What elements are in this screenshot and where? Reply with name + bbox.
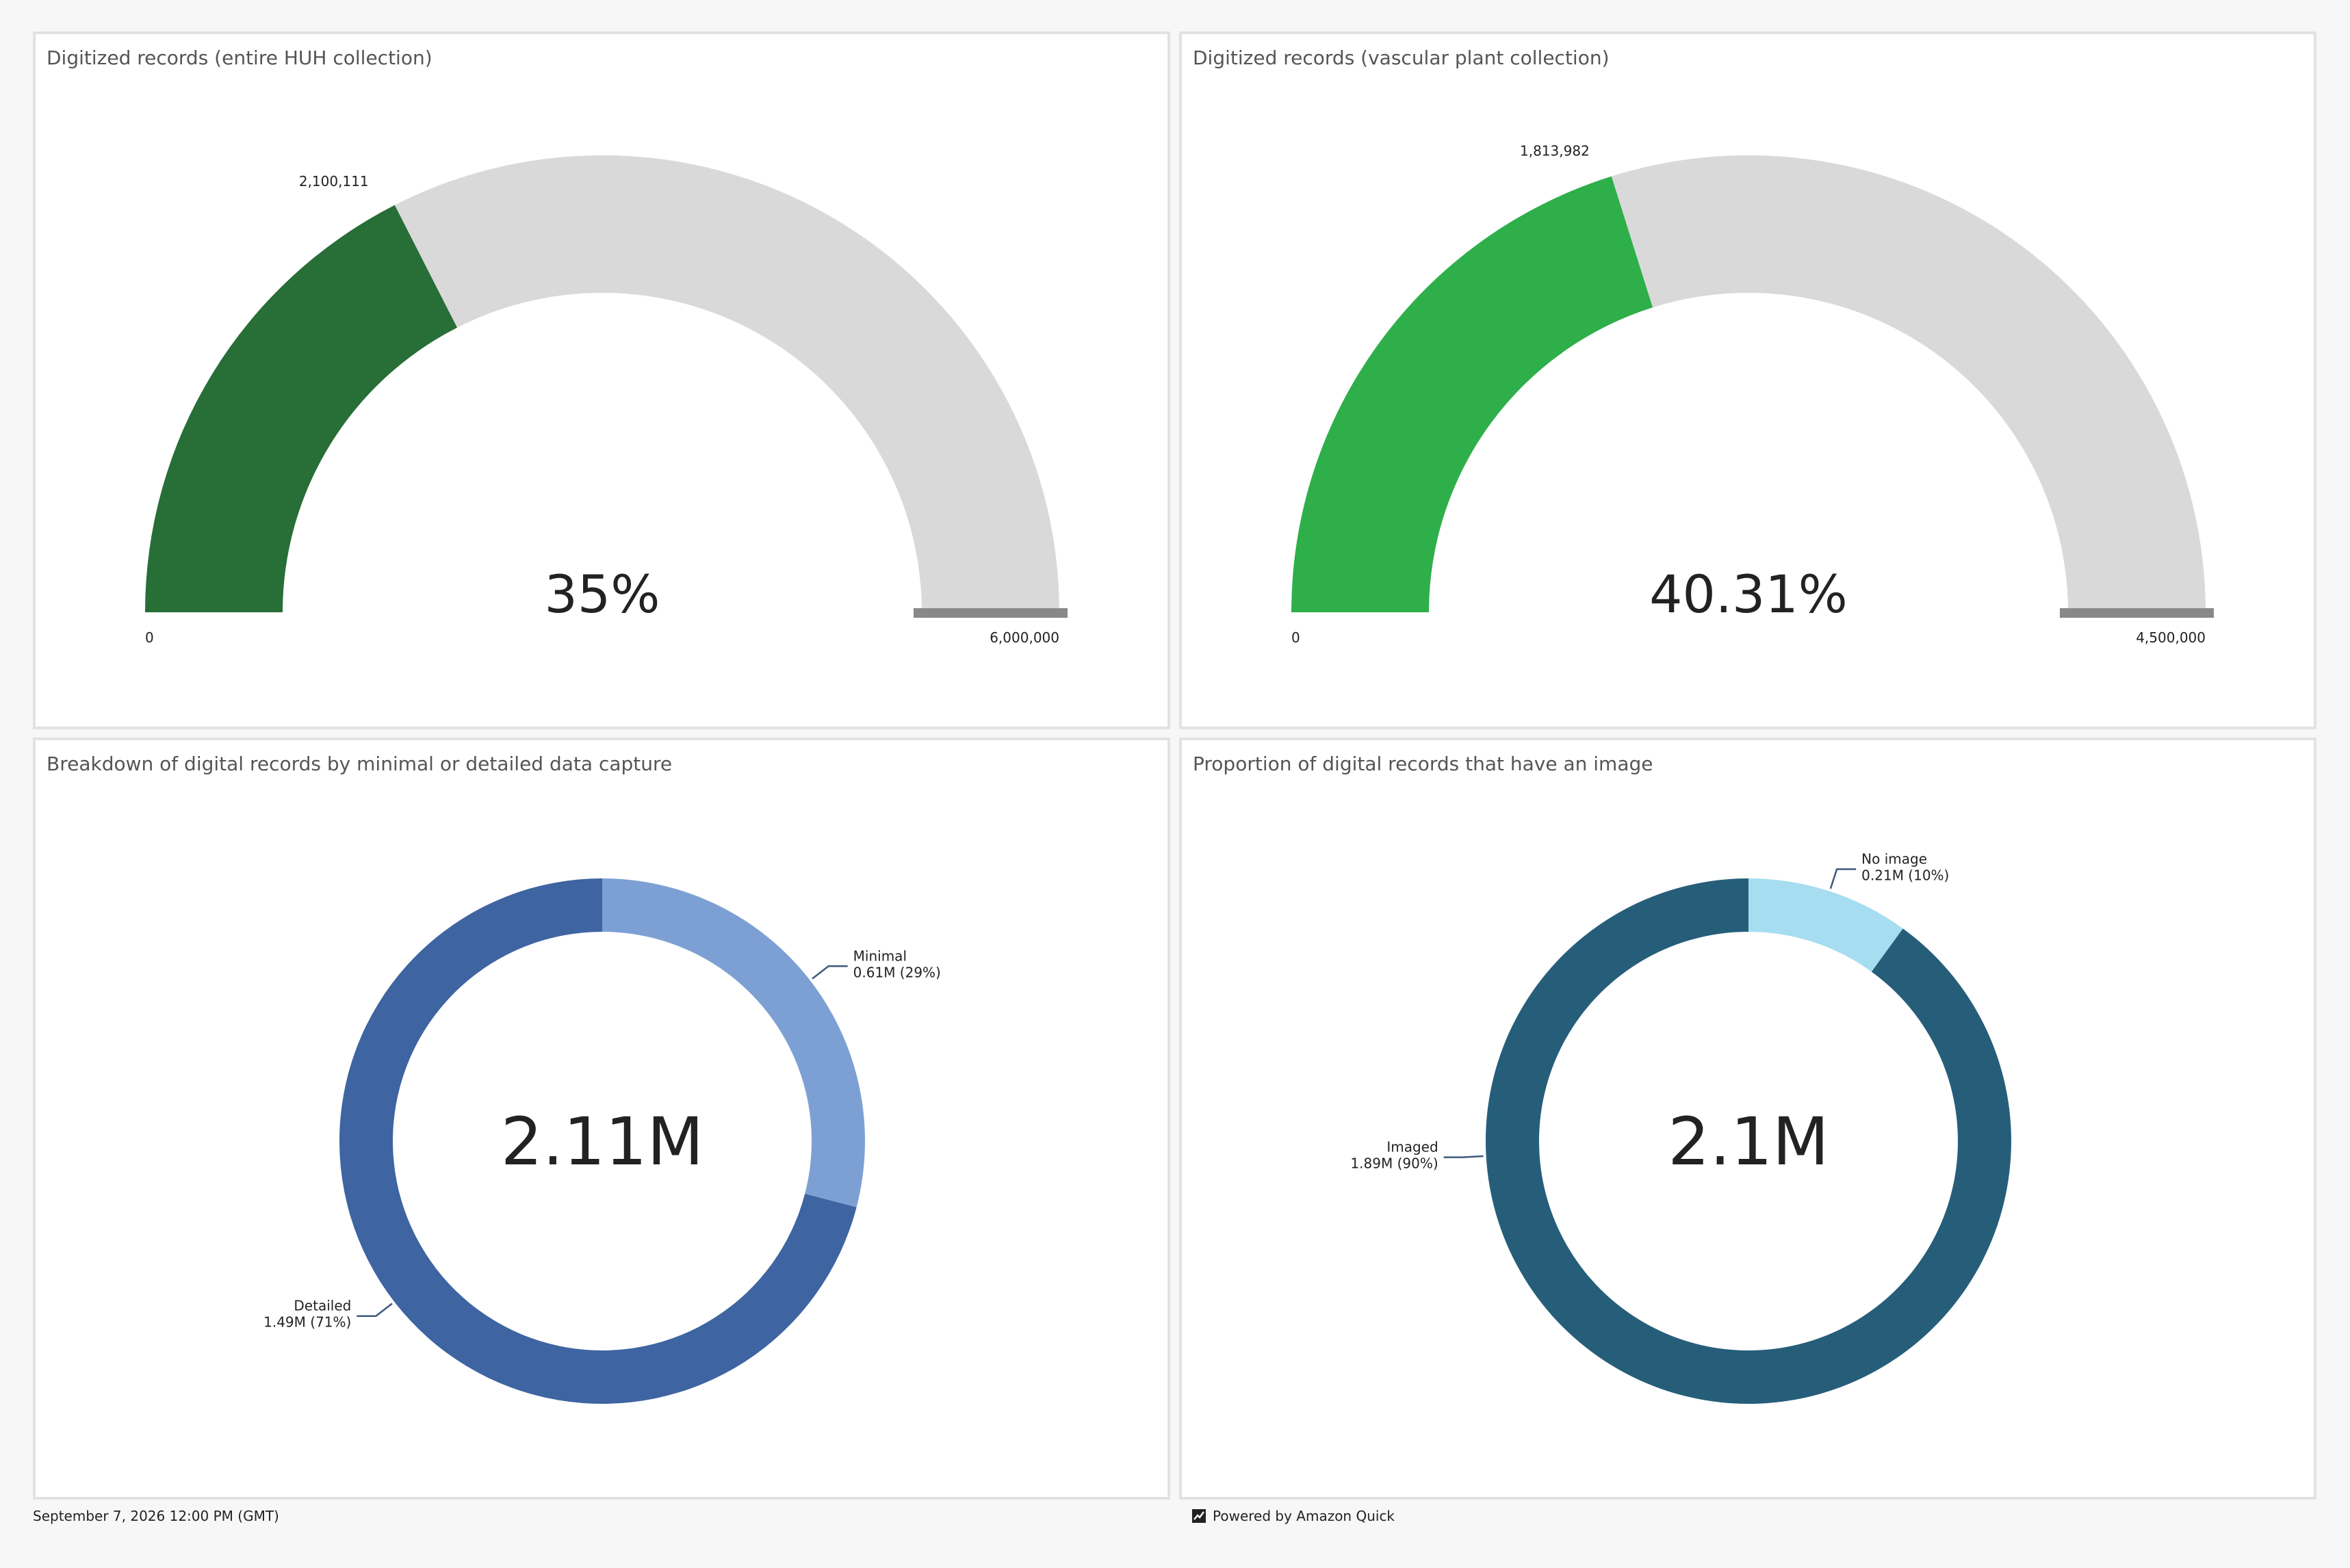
gauge-max-marker [914, 608, 1068, 618]
donut-center-value: 2.11M [501, 1103, 704, 1180]
panel-title: Digitized records (vascular plant collec… [1193, 47, 1610, 69]
gauge-value-label: 2,100,111 [299, 173, 369, 190]
donut-panel-capture: Breakdown of digital records by minimal … [33, 737, 1170, 1500]
donut-panel-image: Proportion of digital records that have … [1179, 737, 2316, 1500]
gauge-panel-vascular: Digitized records (vascular plant collec… [1179, 31, 2316, 729]
gauge-fill [145, 205, 458, 612]
donut-slice-name: No image [1861, 850, 1927, 867]
gauge-track [394, 155, 1059, 612]
donut-leader-line [812, 965, 848, 980]
donut-slice-value: 0.61M (29%) [853, 964, 941, 980]
footer-brand-label: Powered by Amazon Quick [1213, 1508, 1395, 1524]
panel-title: Breakdown of digital records by minimal … [47, 753, 673, 775]
gauge-center-value: 40.31% [1649, 564, 1848, 625]
gauge-chart-vascular: 1,813,982 0 4,500,000 40.31% [1291, 143, 2214, 646]
gauge-value-label: 1,813,982 [1520, 143, 1590, 159]
donut-leader-line [1829, 868, 1857, 889]
donut-leader-line [357, 1303, 393, 1317]
gauge-min-label: 0 [1291, 629, 1300, 646]
gauge-max-label: 6,000,000 [990, 629, 1059, 646]
gauge-center-value: 35% [545, 564, 660, 625]
panel-title: Proportion of digital records that have … [1193, 753, 1653, 775]
gauge-track [1611, 155, 2206, 613]
footer-brand[interactable]: Powered by Amazon Quick [1192, 1508, 1395, 1524]
footer-timestamp: September 7, 2026 12:00 PM (GMT) [33, 1508, 279, 1524]
donut-slice-name: Minimal [853, 948, 907, 964]
gauge-chart-huh: 2,100,111 0 6,000,000 35% [145, 155, 1068, 646]
donut-slice-value: 1.49M (71%) [263, 1314, 351, 1331]
gauge-max-label: 4,500,000 [2136, 629, 2206, 646]
donut-slice-name: Imaged [1386, 1139, 1438, 1155]
chart-logo-icon [1192, 1509, 1206, 1523]
gauge-max-marker [2060, 608, 2214, 618]
donut-slice-minimal [602, 878, 865, 1207]
gauge-fill [1291, 176, 1653, 612]
gauge-min-label: 0 [145, 629, 154, 646]
donut-slice-name: Detailed [294, 1298, 351, 1314]
donut-slice-value: 0.21M (10%) [1861, 867, 1949, 883]
gauge-panel-huh: Digitized records (entire HUH collection… [33, 31, 1170, 729]
panel-title: Digitized records (entire HUH collection… [47, 47, 432, 69]
donut-slice-value: 1.89M (90%) [1350, 1155, 1438, 1172]
donut-leader-line [1443, 1155, 1484, 1158]
donut-slice-no-image [1748, 878, 1903, 972]
donut-center-value: 2.1M [1668, 1103, 1829, 1180]
